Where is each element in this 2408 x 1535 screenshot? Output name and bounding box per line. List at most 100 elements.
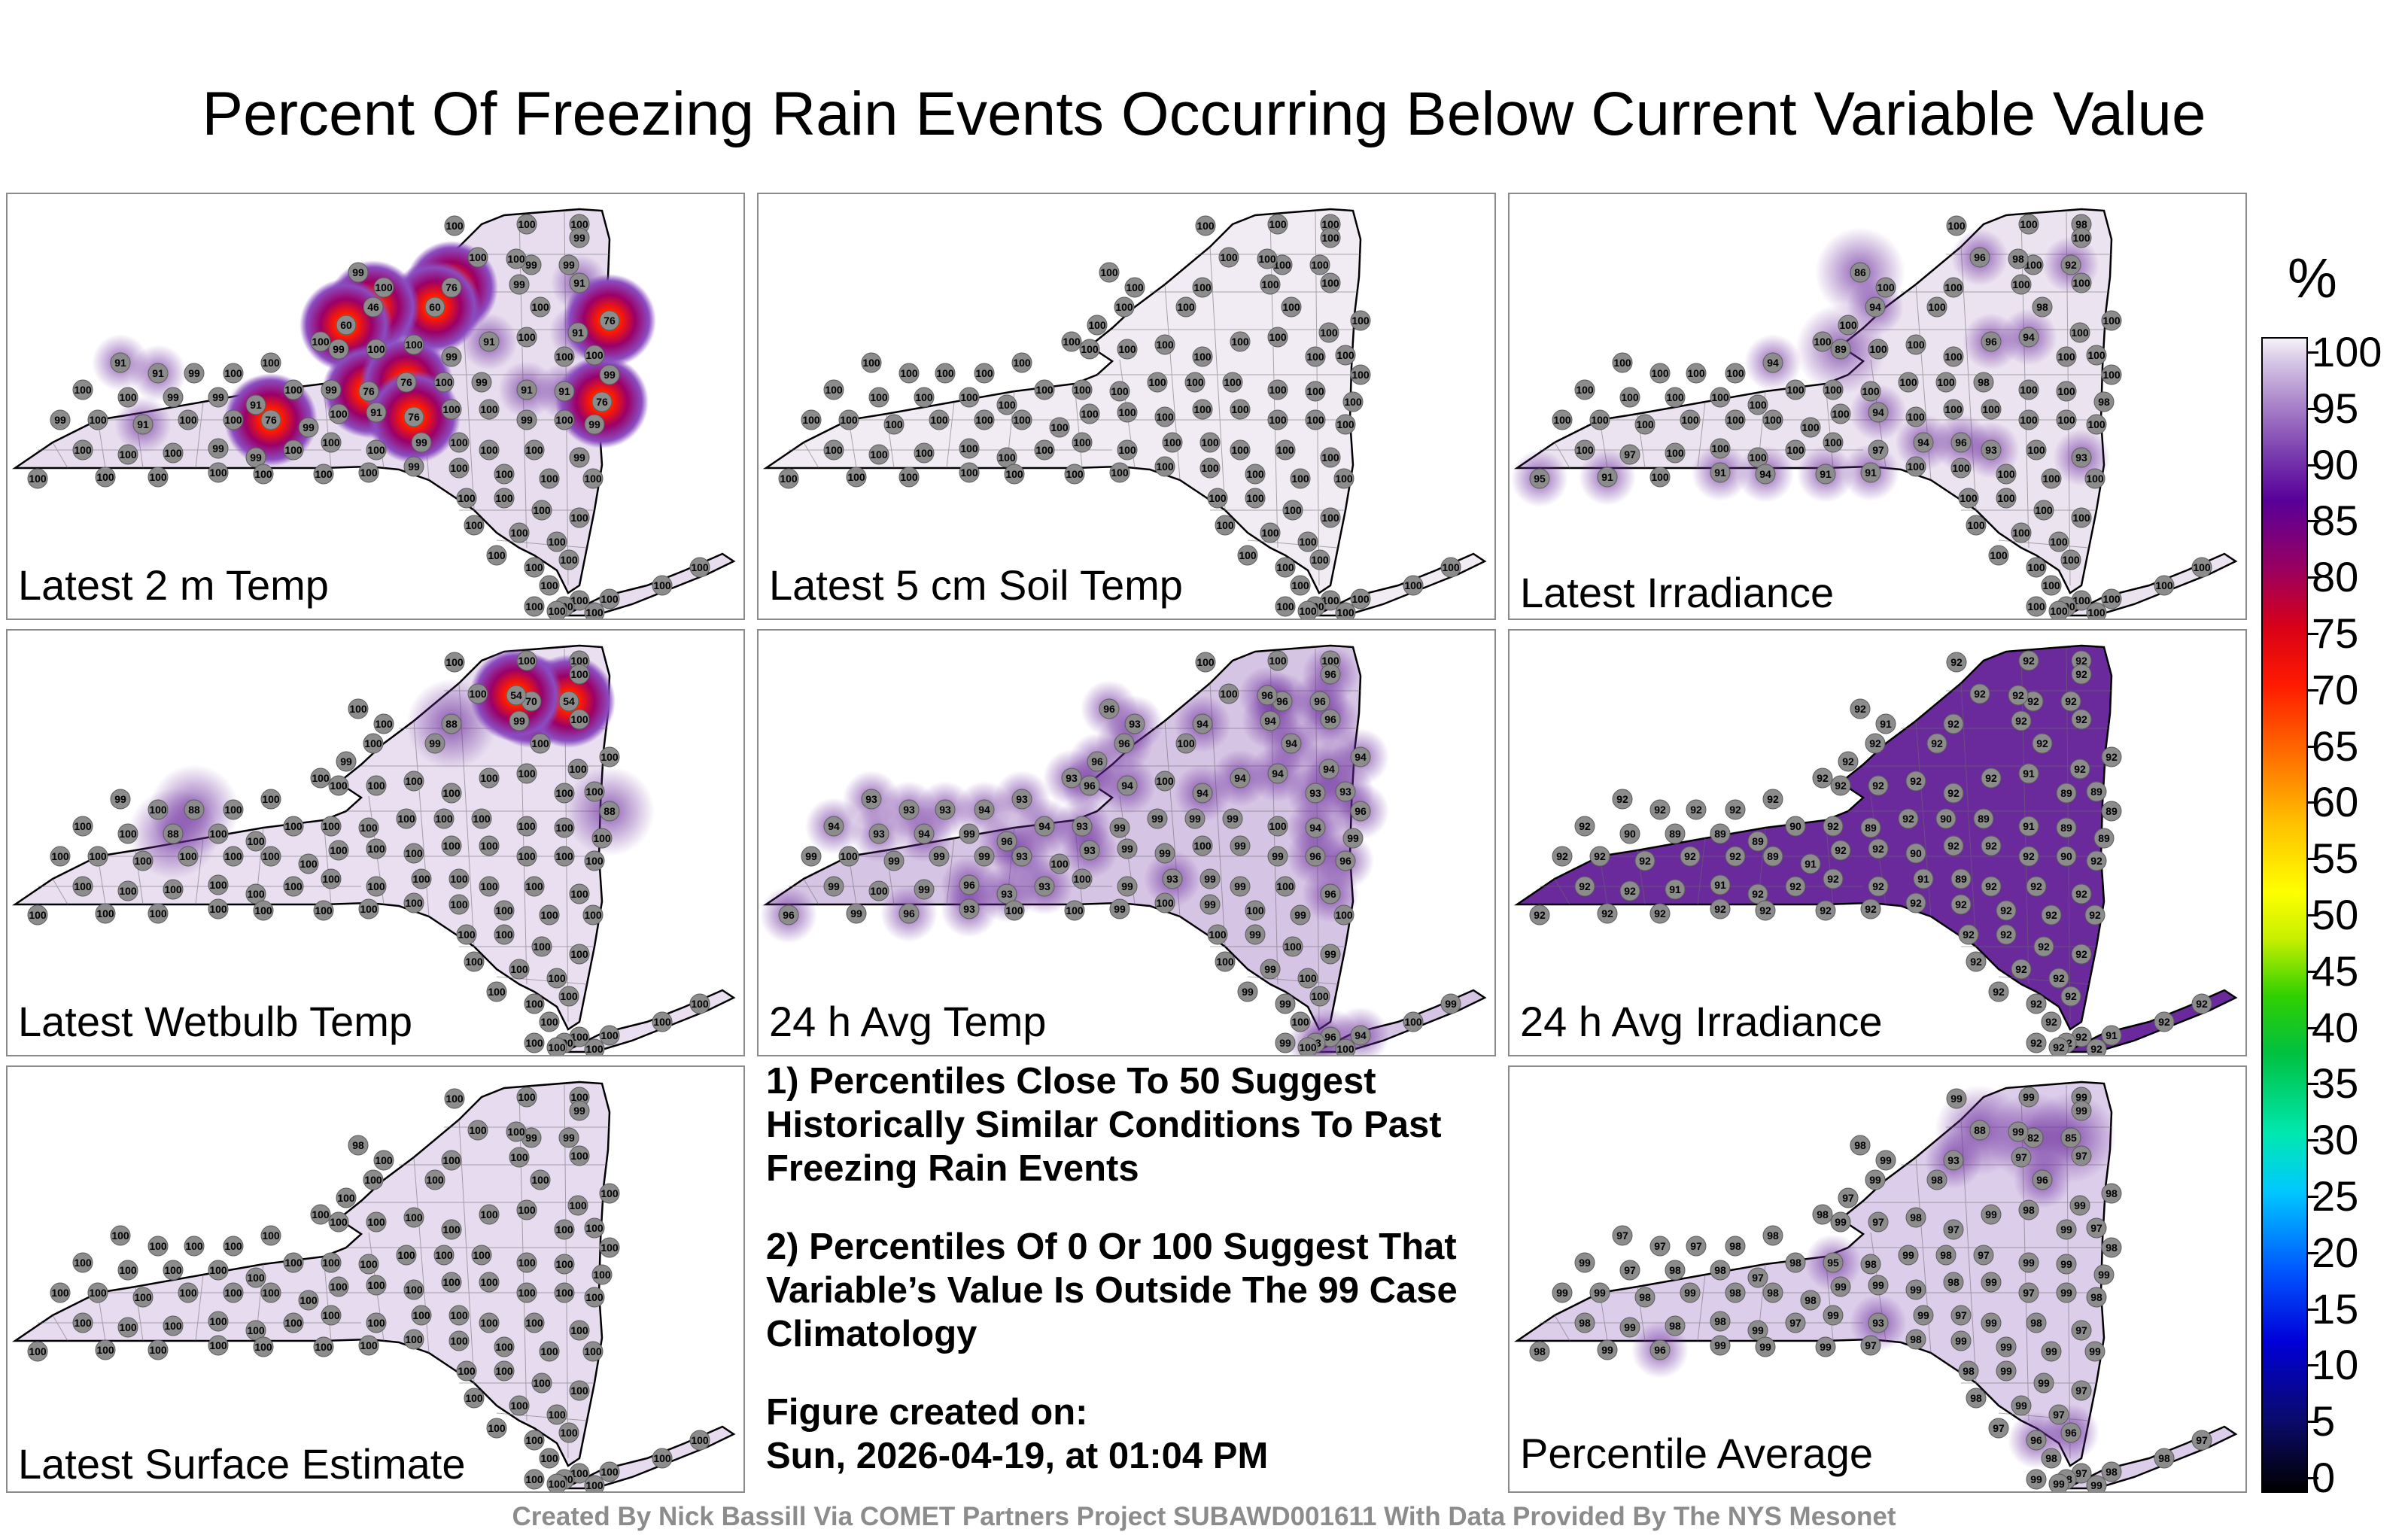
station-marker: 99	[2056, 1282, 2077, 1303]
station-value: 100	[600, 593, 619, 605]
station-value: 100	[570, 888, 588, 900]
station-marker: 100	[433, 808, 455, 829]
station-marker: 99	[1154, 843, 1175, 864]
station-marker: 100	[403, 1279, 424, 1300]
station-value: 100	[450, 1335, 468, 1347]
station-marker: 89	[1830, 339, 1851, 360]
station-marker: 100	[433, 372, 455, 393]
station-marker: 100	[456, 1360, 477, 1382]
station-value: 100	[322, 1309, 340, 1321]
station-marker: 100	[546, 600, 567, 619]
station-value: 100	[247, 888, 265, 900]
station-marker: 93	[1868, 1312, 1889, 1333]
station-value: 100	[1299, 972, 1317, 984]
station-value: 100	[450, 1309, 468, 1321]
station-marker: 100	[1403, 575, 1424, 596]
station-value: 100	[1035, 384, 1054, 396]
station-marker: 100	[1175, 733, 1196, 754]
colorbar-tick-mark	[2308, 1083, 2318, 1086]
station-marker: 99	[110, 789, 131, 810]
station-value: 100	[560, 554, 578, 566]
station-marker: 100	[1162, 432, 1183, 453]
station-marker: 100	[599, 746, 620, 768]
colorbar-tick-mark	[2308, 1477, 2318, 1479]
station-marker: 100	[1117, 439, 1138, 460]
station-marker: 100	[2086, 345, 2107, 366]
station-marker: 93	[861, 789, 882, 810]
station-value: 100	[1224, 376, 1242, 388]
station-value: 100	[2155, 579, 2173, 591]
station-marker: 100	[1762, 409, 1783, 430]
station-value: 99	[525, 1132, 537, 1144]
station-marker: 100	[253, 1336, 274, 1357]
station-value: 99	[525, 259, 537, 271]
colorbar-tick: 95	[2312, 384, 2359, 432]
station-marker: 91	[567, 322, 588, 343]
station-marker: 100	[1199, 457, 1221, 479]
station-value: 100	[111, 1230, 129, 1242]
station-marker: 92	[1865, 733, 1886, 754]
station-value: 98	[2012, 253, 2024, 265]
station-marker: 100	[479, 1272, 500, 1293]
station-value: 100	[1081, 343, 1099, 355]
station-marker: 92	[1996, 900, 2017, 921]
station-value: 100	[224, 414, 242, 426]
colorbar-tick-mark	[2308, 1364, 2318, 1367]
station-marker: 100	[1320, 447, 1341, 468]
station-value: 100	[1907, 339, 1925, 351]
panel-label: 24 h Avg Temp	[769, 998, 1047, 1045]
station-value: 100	[74, 384, 92, 396]
station-marker: 100	[373, 713, 394, 734]
station-value: 100	[337, 1192, 355, 1204]
station-value: 100	[1937, 376, 1955, 388]
station-value: 100	[284, 1257, 303, 1269]
station-marker: 94	[1034, 816, 1055, 837]
station-value: 100	[518, 820, 536, 832]
station-marker: 100	[2060, 549, 2081, 570]
station-marker: 98	[1958, 1360, 1979, 1382]
station-value: 100	[1321, 451, 1339, 464]
station-value: 89	[1752, 835, 1764, 847]
station-value: 97	[1616, 1230, 1628, 1242]
station-value: 100	[570, 655, 588, 667]
station-value: 100	[299, 858, 318, 870]
station-marker: 100	[1154, 771, 1175, 792]
station-value: 100	[569, 763, 587, 775]
station-marker: 100	[208, 898, 229, 919]
station-marker: 93	[1072, 816, 1093, 837]
colorbar-tick: 90	[2312, 440, 2359, 488]
station-marker: 98	[1943, 1272, 1964, 1293]
panel-24h-avg-temp: 100 100 100 96 96 93 100 96 96 96 94 100 96 96 94 96 94 9…	[757, 629, 1496, 1056]
station-value: 92	[2015, 715, 2027, 727]
station-value: 100	[149, 1344, 167, 1356]
station-value: 99	[408, 460, 420, 473]
station-value: 76	[400, 376, 412, 388]
station-value: 100	[1050, 421, 1069, 433]
station-value: 100	[825, 444, 843, 456]
station-value: 100	[284, 444, 303, 456]
station-marker: 99	[2018, 1252, 2039, 1273]
station-marker: 100	[652, 575, 673, 596]
station-value: 100	[209, 828, 227, 840]
station-marker: 96	[1272, 691, 1293, 712]
station-marker: 92	[1958, 924, 1979, 945]
station-marker: 100	[1574, 439, 1595, 460]
station-value: 100	[1269, 218, 1287, 230]
station-marker: 92	[1946, 652, 1967, 673]
station-marker: 92	[1943, 835, 1964, 856]
station-marker: 99	[509, 274, 530, 295]
station-value: 92	[2053, 972, 2065, 984]
station-marker: 100	[1838, 315, 1859, 336]
station-value: 98	[1910, 1333, 1922, 1345]
station-value: 100	[518, 331, 536, 343]
station-value: 100	[1336, 418, 1354, 430]
station-marker: 100	[1064, 900, 1085, 921]
station-value: 91	[1820, 468, 1832, 480]
station-value: 92	[1974, 688, 1986, 700]
colorbar-tick-mark	[2308, 914, 2318, 916]
station-marker: 100	[558, 986, 579, 1007]
station-marker: 100	[223, 1236, 244, 1257]
station-value: 96	[1324, 668, 1336, 680]
station-value: 93	[1038, 880, 1050, 892]
station-marker: 100	[253, 464, 274, 485]
